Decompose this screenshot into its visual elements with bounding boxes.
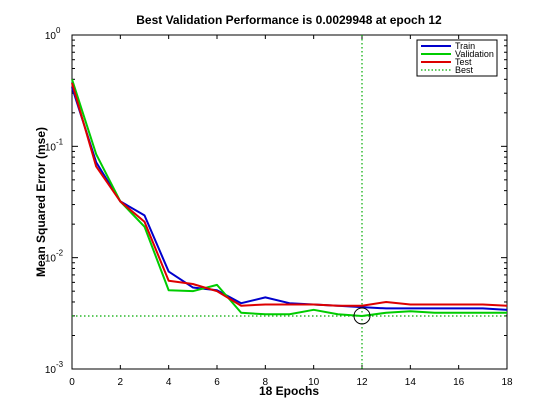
x-tick-label: 10 — [308, 377, 320, 388]
x-axis-label: 18 Epochs — [259, 384, 319, 398]
x-tick-label: 18 — [501, 377, 513, 388]
x-axis: 0 2 4 6 8 10 12 14 16 18 — [69, 35, 513, 388]
x-tick-label: 4 — [166, 377, 172, 388]
legend-label-validation: Validation — [455, 49, 494, 59]
series-lines — [71, 78, 508, 317]
y-tick-exponent: 0 — [56, 26, 61, 35]
x-tick-label: 12 — [356, 377, 368, 388]
legend-label-test: Test — [455, 57, 472, 67]
y-tick-exponent: -3 — [56, 360, 64, 369]
y-tick-label: 10 — [45, 254, 57, 265]
y-tick-base: 10 — [45, 365, 57, 376]
y-tick-label: 10 — [45, 142, 57, 153]
x-tick-label: 0 — [69, 377, 75, 388]
y-tick-label: 10 — [45, 365, 57, 376]
series-line-test — [71, 82, 508, 307]
x-tick-label: 14 — [405, 377, 417, 388]
y-axis-label: Mean Squared Error (mse) — [34, 127, 48, 277]
x-tick-label: 8 — [263, 377, 269, 388]
y-tick-exponent: -2 — [56, 249, 64, 258]
plot-area — [71, 34, 508, 370]
legend-label-train: Train — [455, 41, 475, 51]
chart-title: Best Validation Performance is 0.0029948… — [136, 13, 442, 27]
x-tick-label: 6 — [214, 377, 220, 388]
y-tick-base: 10 — [45, 254, 57, 265]
legend-label-best: Best — [455, 65, 474, 75]
y-tick-label: 10 — [45, 31, 57, 42]
series-line-train — [71, 86, 508, 311]
best-marker-lines — [72, 35, 507, 369]
y-tick-exponent: -1 — [56, 137, 64, 146]
best-epoch-marker — [353, 307, 371, 325]
series-line-validation — [71, 78, 507, 317]
x-tick-label: 2 — [118, 377, 124, 388]
y-tick-base: 10 — [45, 142, 57, 153]
y-tick-base: 10 — [45, 31, 57, 42]
x-tick-label: 16 — [453, 377, 465, 388]
